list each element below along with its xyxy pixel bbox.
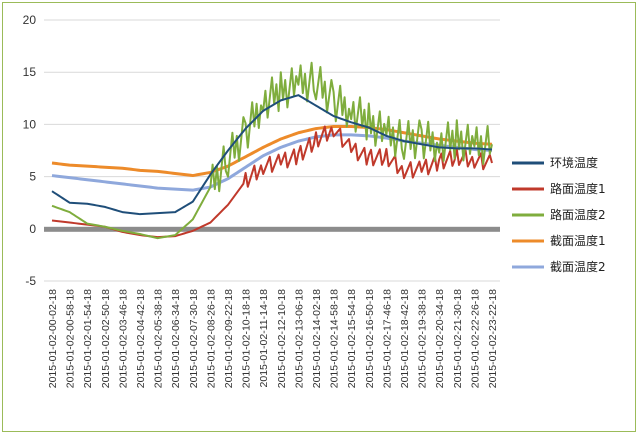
series-lines (51, 61, 493, 240)
legend-label: 环境温度 (550, 155, 598, 170)
x-tick-label: 2015-01-02-03-46-18 (117, 289, 129, 388)
x-tick-label: 2015-01-02-14-58-18 (329, 289, 341, 388)
x-tick-label: 2015-01-02-14-02-18 (311, 289, 323, 388)
y-tick-label: 20 (23, 13, 37, 27)
zero-baseline (44, 226, 500, 232)
legend-label: 截面温度2 (550, 259, 606, 274)
zero-line (44, 226, 500, 232)
series-line (51, 94, 493, 216)
y-tick-label: 15 (23, 65, 37, 79)
x-tick-label: 2015-01-02-12-10-18 (276, 289, 288, 388)
x-tick-label: 2015-01-02-10-18-18 (241, 289, 253, 388)
y-axis-tick-labels: -5 0 5 10 15 20 (23, 13, 37, 288)
y-tick-label: 0 (29, 222, 36, 236)
x-tick-label: 2015-01-02-13-06-18 (293, 289, 305, 388)
y-tick-label: -5 (25, 274, 36, 288)
x-axis-tick-labels: 2015-01-02-00-02-18 2015-01-02-00-58-18 20… (47, 289, 499, 388)
x-tick-label: 2015-01-02-23-22-18 (487, 289, 499, 388)
x-tick-label: 2015-01-02-15-54-18 (346, 289, 358, 388)
x-tick-label: 2015-01-02-16-50-18 (364, 289, 376, 388)
x-tick-label: 2015-01-02-08-26-18 (205, 289, 217, 388)
x-tick-label: 2015-01-02-20-34-18 (434, 289, 446, 388)
x-tick-label: 2015-01-02-11-14-18 (258, 289, 270, 388)
y-tick-label: 5 (29, 170, 36, 184)
x-tick-label: 2015-01-02-21-30-18 (452, 289, 464, 388)
x-tick-label: 2015-01-02-17-46-18 (381, 289, 393, 388)
x-tick-label: 2015-01-02-04-42-18 (135, 289, 147, 388)
legend-label: 路面温度1 (550, 181, 606, 196)
x-tick-label: 2015-01-02-02-50-18 (100, 289, 112, 388)
x-tick-label: 2015-01-02-05-38-18 (153, 289, 165, 388)
legend-label: 路面温度2 (550, 207, 606, 222)
x-tick-label: 2015-01-02-18-42-18 (399, 289, 411, 388)
x-tick-label: 2015-01-02-00-58-18 (65, 289, 77, 388)
series-line (51, 124, 493, 178)
legend-label: 截面温度1 (550, 233, 606, 248)
x-tick-label: 2015-01-02-07-30-18 (188, 289, 200, 388)
series-line (51, 61, 493, 240)
x-tick-label: 2015-01-02-00-02-18 (47, 289, 59, 388)
x-tick-label: 2015-01-02-06-34-18 (170, 289, 182, 388)
x-tick-label: 2015-01-02-09-22-18 (223, 289, 235, 388)
x-tick-label: 2015-01-02-22-26-18 (469, 289, 481, 388)
x-tick-label: 2015-01-02-19-38-18 (417, 289, 429, 388)
gridlines (44, 19, 500, 282)
x-tick-label: 2015-01-02-01-54-18 (82, 289, 94, 388)
series-line (51, 125, 493, 239)
y-tick-label: 10 (23, 117, 37, 131)
